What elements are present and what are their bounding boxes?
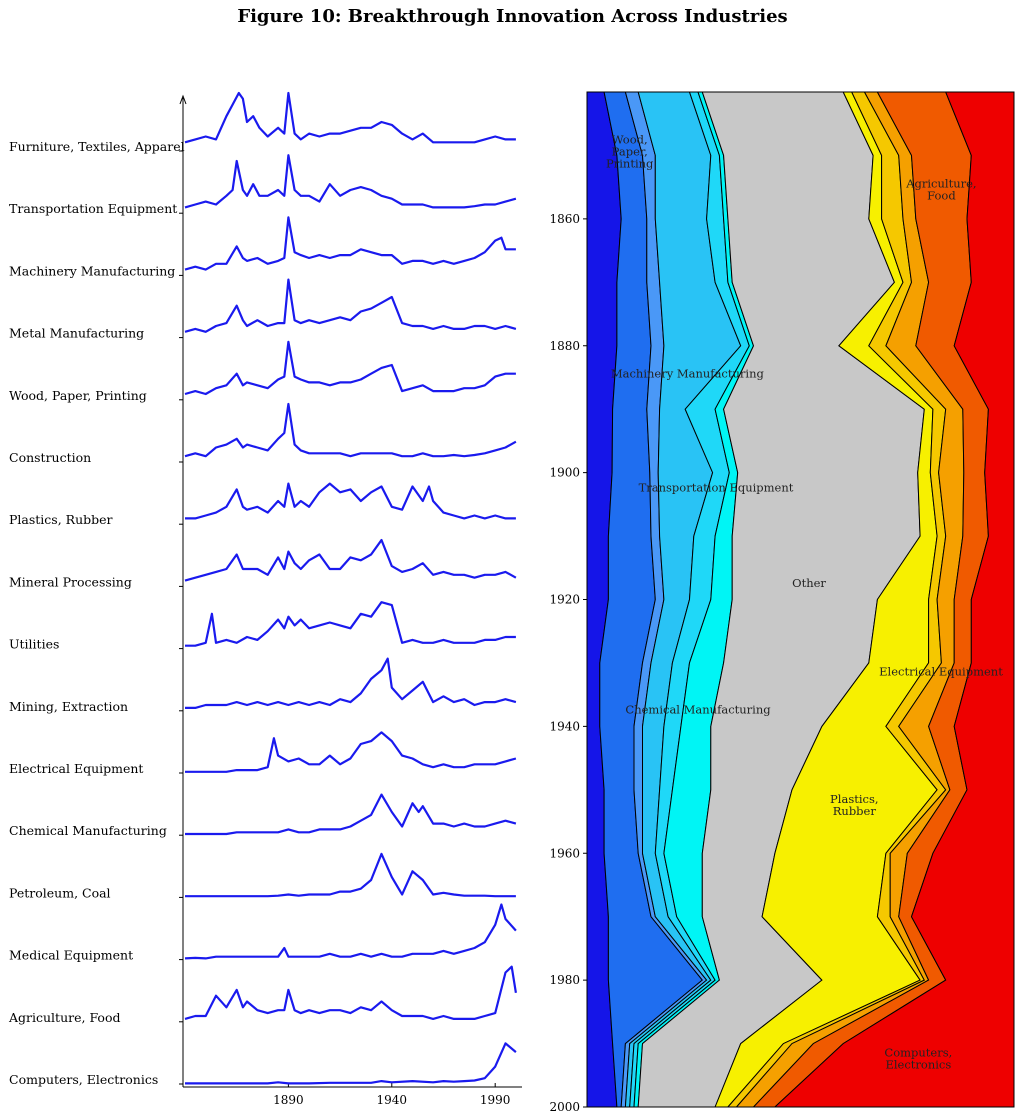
y-tick-label: 1960 <box>549 846 580 860</box>
band-label: Chemical Manufacturing <box>625 703 771 717</box>
series-line <box>184 154 517 209</box>
series-line <box>185 731 517 773</box>
series-line <box>184 402 517 458</box>
series-label: Computers, Electronics <box>9 1072 158 1087</box>
band-label: Computers, Electronics <box>884 1046 952 1072</box>
figure-title: Figure 10: Breakthrough Innovation Acros… <box>237 6 788 27</box>
series-line <box>184 278 517 333</box>
band-label: Transportation Equipment <box>639 481 794 495</box>
x-tick-label: 1990 <box>480 1093 511 1107</box>
series-label: Chemical Manufacturing <box>9 823 167 838</box>
series-label: Agriculture, Food <box>8 1010 121 1025</box>
x-tick-label: 1940 <box>377 1093 408 1107</box>
x-tick-label: 1890 <box>273 1093 304 1107</box>
series-label: Electrical Equipment <box>9 761 143 776</box>
series-line <box>185 1042 517 1085</box>
series-line <box>185 793 517 836</box>
band-label: Machinery Manufacturing <box>611 366 765 380</box>
left-y-axis-arrow <box>179 94 187 105</box>
series-line <box>184 903 517 960</box>
band-label: Agriculture, Food <box>905 177 976 203</box>
series-label: Furniture, Textiles, Apparel <box>9 139 185 154</box>
series-line <box>184 965 517 1020</box>
series-label: Utilities <box>9 637 59 652</box>
series-label: Mining, Extraction <box>9 699 128 714</box>
series-line <box>185 482 516 520</box>
y-tick-label: 1900 <box>549 466 580 480</box>
y-tick-label: 1880 <box>549 339 580 353</box>
series-line <box>184 538 517 582</box>
series-label: Medical Equipment <box>9 948 133 963</box>
y-tick-label: 1920 <box>549 593 580 607</box>
series-line <box>185 852 516 898</box>
series-line <box>184 216 516 271</box>
series-label: Mineral Processing <box>9 574 132 589</box>
series-line <box>185 601 516 647</box>
series-label: Metal Manufacturing <box>9 326 144 341</box>
series-line <box>185 657 517 709</box>
y-tick-label: 1980 <box>549 973 580 987</box>
series-line <box>184 340 516 396</box>
series-label: Petroleum, Coal <box>9 885 111 900</box>
series-label: Construction <box>9 450 91 465</box>
band-label: Wood, Paper, Printing <box>606 132 654 170</box>
band-label: Plastics, Rubber <box>830 792 878 818</box>
series-line <box>184 91 516 144</box>
y-tick-label: 2000 <box>549 1100 580 1114</box>
y-tick-label: 1940 <box>549 719 580 733</box>
band-label: Other <box>792 576 826 590</box>
series-label: Machinery Manufacturing <box>9 263 175 278</box>
series-label: Wood, Paper, Printing <box>9 388 147 403</box>
series-label: Plastics, Rubber <box>9 512 113 527</box>
band-label: Electrical Equipment <box>879 665 1003 679</box>
series-label: Transportation Equipment <box>9 201 177 216</box>
y-tick-label: 1860 <box>549 212 580 226</box>
